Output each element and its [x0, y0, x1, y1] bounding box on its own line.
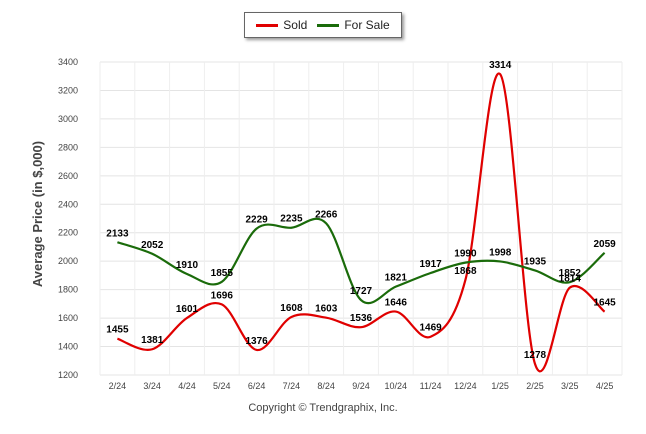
x-axis-ticks: 2/24 3/24 4/24 5/24 6/24 7/24 8/24 9/24 10/24 11/… [109, 381, 614, 391]
legend-swatch-for-sale [317, 23, 340, 27]
data-label-for-sale: 2229 [245, 215, 268, 226]
legend-item-for-sale: For Sale [317, 18, 390, 32]
y-tick-label: 1800 [58, 285, 78, 295]
data-label-for-sale: 1821 [385, 273, 408, 284]
y-tick-label: 3400 [58, 57, 78, 67]
y-tick-label: 3200 [58, 85, 78, 95]
legend-label-sold: Sold [283, 18, 308, 32]
data-label-sold: 1455 [106, 325, 129, 336]
data-label-for-sale: 1917 [419, 259, 442, 270]
data-label-for-sale: 1727 [350, 286, 373, 297]
series-line-sold [117, 72, 606, 373]
data-label-sold: 3314 [489, 60, 512, 71]
data-label-for-sale: 2235 [280, 214, 303, 225]
data-label-sold: 1814 [559, 274, 582, 285]
x-tick-label: 2/24 [109, 381, 127, 391]
chart-legend: Sold For Sale [244, 12, 402, 38]
data-label-sold: 1646 [385, 298, 408, 309]
data-label-for-sale: 1998 [489, 247, 512, 258]
data-label-sold: 1536 [350, 313, 373, 324]
y-tick-label: 2600 [58, 171, 78, 181]
y-tick-label: 2200 [58, 228, 78, 238]
data-label-sold: 1469 [419, 323, 442, 334]
y-tick-label: 2000 [58, 256, 78, 266]
data-label-sold: 1376 [245, 336, 268, 347]
x-tick-label: 6/24 [248, 381, 266, 391]
y-tick-label: 1600 [58, 313, 78, 323]
data-label-sold: 1278 [524, 350, 547, 361]
copyright-footer: Copyright © Trendgraphix, Inc. [248, 402, 398, 414]
data-label-for-sale: 1910 [176, 260, 199, 271]
y-tick-label: 1200 [58, 370, 78, 380]
x-tick-label: 12/24 [454, 381, 477, 391]
y-tick-label: 1400 [58, 342, 78, 352]
data-label-for-sale: 1852 [559, 268, 582, 279]
legend-item-sold: Sold [256, 18, 307, 32]
data-label-for-sale: 2266 [315, 209, 338, 220]
data-labels: 1455 1381 1601 1696 1376 1608 1603 1536 1646 1469… [106, 60, 616, 361]
y-tick-label: 2800 [58, 142, 78, 152]
x-tick-label: 5/24 [213, 381, 231, 391]
y-axis-label: Average Price (in $,000) [30, 141, 45, 287]
data-label-sold: 1696 [211, 290, 234, 301]
x-tick-label: 3/24 [143, 381, 161, 391]
plot-area [100, 62, 622, 375]
data-label-sold: 1601 [176, 304, 199, 315]
legend-label-for-sale: For Sale [344, 18, 390, 32]
data-label-sold: 1603 [315, 304, 338, 315]
data-label-sold: 1868 [454, 266, 477, 277]
series-lines [117, 72, 606, 373]
data-label-for-sale: 2059 [593, 239, 616, 250]
x-tick-label: 2/25 [526, 381, 544, 391]
x-tick-label: 1/25 [491, 381, 509, 391]
data-label-for-sale: 1935 [524, 256, 547, 267]
x-tick-label: 4/24 [178, 381, 196, 391]
x-tick-label: 8/24 [317, 381, 335, 391]
series-line-for-sale [117, 217, 606, 305]
data-label-for-sale: 2052 [141, 240, 164, 251]
x-tick-label: 7/24 [283, 381, 301, 391]
x-tick-label: 3/25 [561, 381, 579, 391]
y-axis-ticks: 1200 1400 1600 1800 2000 2200 2400 2600 2800 3000… [58, 57, 78, 380]
data-label-sold: 1381 [141, 335, 164, 346]
legend-swatch-sold [256, 23, 279, 27]
x-tick-label: 10/24 [385, 381, 408, 391]
y-tick-label: 2400 [58, 199, 78, 209]
x-tick-label: 11/24 [420, 381, 442, 391]
x-tick-label: 9/24 [352, 381, 370, 391]
data-label-sold: 1608 [280, 303, 303, 314]
x-tick-label: 4/25 [596, 381, 614, 391]
data-label-for-sale: 1990 [454, 249, 477, 260]
y-tick-label: 3000 [58, 114, 78, 124]
data-label-sold: 1645 [593, 298, 616, 309]
data-label-for-sale: 2133 [106, 228, 129, 239]
data-label-for-sale: 1855 [211, 268, 234, 279]
